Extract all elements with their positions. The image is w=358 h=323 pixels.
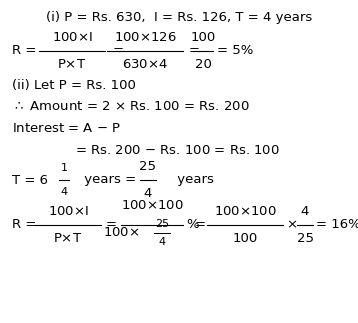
Text: P$\times$T: P$\times$T <box>53 232 83 245</box>
Text: 100$\times$I: 100$\times$I <box>48 205 88 218</box>
Text: 4: 4 <box>61 187 68 197</box>
Text: years =: years = <box>80 173 140 186</box>
Text: 1: 1 <box>61 163 68 173</box>
Text: 100$\times$126: 100$\times$126 <box>113 31 176 44</box>
Text: 4: 4 <box>301 205 309 218</box>
Text: R =: R = <box>12 218 40 232</box>
Text: (i) P = Rs. 630,  I = Rs. 126, T = 4 years: (i) P = Rs. 630, I = Rs. 126, T = 4 year… <box>46 12 312 25</box>
Text: 25: 25 <box>296 232 314 245</box>
Text: $\therefore$ Amount = 2 $\times$ Rs. 100 = Rs. 200: $\therefore$ Amount = 2 $\times$ Rs. 100… <box>12 100 250 113</box>
Text: T = 6: T = 6 <box>12 173 48 186</box>
Text: R =: R = <box>12 45 40 57</box>
Text: 100: 100 <box>190 31 216 44</box>
Text: (ii) Let P = Rs. 100: (ii) Let P = Rs. 100 <box>12 78 136 91</box>
Text: $\times$: $\times$ <box>286 218 297 232</box>
Text: 100$\times$100: 100$\times$100 <box>121 199 183 212</box>
Text: 100$\times$I: 100$\times$I <box>52 31 92 44</box>
Text: 630$\times$4: 630$\times$4 <box>122 58 168 71</box>
Text: %: % <box>186 218 199 232</box>
Text: P$\times$T: P$\times$T <box>57 58 87 71</box>
Text: 100$\times$: 100$\times$ <box>103 226 140 239</box>
Text: = 16%: = 16% <box>316 218 358 232</box>
Text: 25: 25 <box>140 160 156 173</box>
Text: 4: 4 <box>159 237 165 247</box>
Text: =: = <box>106 218 117 232</box>
Text: 20: 20 <box>194 58 212 71</box>
Text: 4: 4 <box>144 187 152 200</box>
Text: =: = <box>113 45 124 57</box>
Text: = Rs. 200 $-$ Rs. 100 = Rs. 100: = Rs. 200 $-$ Rs. 100 = Rs. 100 <box>75 143 280 157</box>
Text: Interest = A $-$ P: Interest = A $-$ P <box>12 122 121 136</box>
Text: 100: 100 <box>232 232 258 245</box>
Text: 100$\times$100: 100$\times$100 <box>214 205 276 218</box>
Text: years: years <box>173 173 214 186</box>
Text: =: = <box>195 218 206 232</box>
Text: 25: 25 <box>155 219 169 229</box>
Text: = 5%: = 5% <box>217 45 254 57</box>
Text: =: = <box>189 45 199 57</box>
